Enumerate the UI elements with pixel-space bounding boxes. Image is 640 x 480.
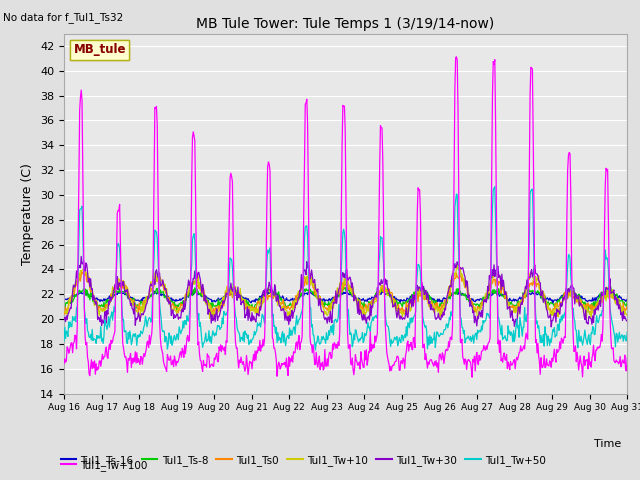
- Y-axis label: Temperature (C): Temperature (C): [22, 163, 35, 264]
- Legend: MB_tule: MB_tule: [70, 39, 129, 60]
- Legend: Tul1_Tw+100: Tul1_Tw+100: [56, 456, 152, 475]
- Text: No data for f_Tul1_Ts32: No data for f_Tul1_Ts32: [3, 12, 124, 23]
- Legend: Tul1_Ts-16, Tul1_Ts-8, Tul1_Ts0, Tul1_Tw+10, Tul1_Tw+30, Tul1_Tw+50: Tul1_Ts-16, Tul1_Ts-8, Tul1_Ts0, Tul1_Tw…: [56, 451, 550, 470]
- Title: MB Tule Tower: Tule Temps 1 (3/19/14-now): MB Tule Tower: Tule Temps 1 (3/19/14-now…: [196, 17, 495, 31]
- Text: Time: Time: [593, 439, 621, 449]
